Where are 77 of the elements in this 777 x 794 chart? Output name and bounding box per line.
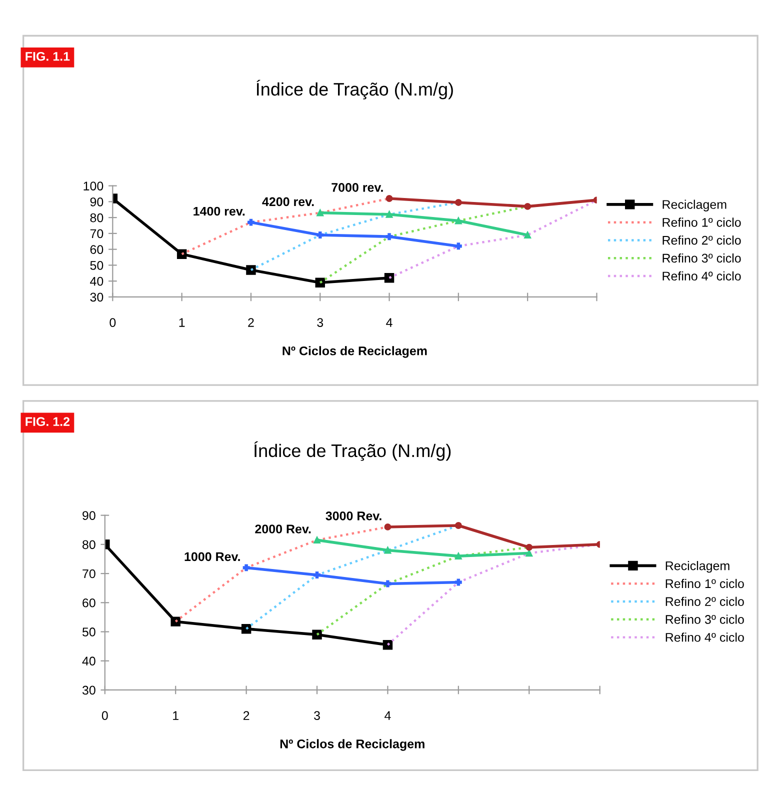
- caption: FIG. 1.2: [26, 417, 70, 426]
- point: [386, 210, 393, 218]
- point: [384, 523, 392, 530]
- legend-label: Refino 1º ciclo: [662, 218, 741, 227]
- legend-label: Refino 3º ciclo: [666, 614, 744, 624]
- point: [176, 249, 187, 259]
- legend-label: Refino 3º ciclo: [662, 253, 741, 263]
- point: [384, 546, 392, 554]
- point: [454, 578, 462, 586]
- legend-label: Refino 2º ciclo: [662, 236, 741, 245]
- point: [382, 640, 393, 650]
- y-tick-label: 90: [90, 197, 104, 206]
- x-tick-label: 2: [248, 318, 254, 327]
- point: [526, 544, 533, 551]
- legend-label: Reciclagem: [666, 561, 730, 573]
- y-tick-label: 70: [90, 229, 104, 238]
- point: [454, 552, 462, 560]
- point: [524, 232, 532, 238]
- point: [524, 202, 532, 210]
- x-tick-label: 4: [386, 318, 392, 327]
- x-tick-label: 3: [317, 318, 324, 327]
- point: [314, 536, 320, 544]
- y-tick-label: 80: [90, 213, 104, 222]
- x-tick-label: 4: [384, 711, 391, 720]
- point: [454, 242, 462, 250]
- point: [316, 209, 324, 216]
- annotation: 3000 Rev.: [326, 511, 382, 520]
- annotation: 2000 Rev.: [255, 524, 311, 534]
- x-axis-title: Nº Ciclos de Reciclagem: [282, 346, 427, 358]
- x-tick-label: 2: [243, 711, 250, 720]
- point: [248, 218, 254, 226]
- y-tick-label: 90: [82, 511, 96, 520]
- annotation: 1000 Rev.: [184, 552, 240, 562]
- annotation: 7000 rev.: [332, 183, 383, 192]
- x-tick-label: 0: [102, 711, 108, 720]
- point: [454, 217, 462, 224]
- legend-label: Refino 1º ciclo: [666, 578, 744, 588]
- point: [384, 273, 394, 283]
- point: [386, 195, 393, 202]
- y-tick-label: 50: [82, 628, 96, 636]
- point: [454, 522, 462, 529]
- point: [314, 572, 320, 578]
- point: [316, 232, 324, 238]
- point: [246, 265, 256, 275]
- x-tick-label: 0: [110, 318, 116, 327]
- y-tick-label: 40: [90, 276, 104, 286]
- x-tick-label: 1: [173, 711, 178, 720]
- y-tick-label: 60: [90, 245, 104, 254]
- caption: FIG. 1.1: [26, 52, 70, 61]
- point: [454, 198, 462, 206]
- legend-label: Refino 4º ciclo: [662, 271, 741, 281]
- x-tick-label: 3: [314, 711, 320, 720]
- point: [312, 630, 322, 640]
- point: [386, 233, 393, 240]
- legend-label: Refino 2º ciclo: [666, 596, 744, 606]
- y-tick-label: 70: [82, 569, 96, 578]
- y-tick-label: 30: [82, 686, 96, 695]
- annotation: 4200 rev.: [262, 197, 314, 206]
- point: [241, 624, 252, 634]
- y-tick-label: 50: [90, 260, 104, 270]
- chart-title: Índice de Tração (N.m/g): [254, 441, 451, 461]
- legend-label: Reciclagem: [662, 200, 726, 212]
- point: [242, 564, 250, 572]
- chart-title: Índice de Tração (N.m/g): [256, 80, 453, 100]
- point: [170, 616, 180, 626]
- y-tick-label: 100: [84, 182, 104, 190]
- y-tick-label: 60: [82, 598, 96, 608]
- y-tick-label: 80: [82, 540, 96, 550]
- x-tick-label: 1: [179, 318, 185, 327]
- point: [526, 550, 533, 557]
- annotation: 1400 rev.: [194, 206, 245, 216]
- point: [384, 580, 392, 588]
- x-axis-title: Nº Ciclos de Reciclagem: [280, 739, 424, 751]
- legend-label: Refino 4º ciclo: [666, 632, 744, 642]
- y-tick-label: 40: [82, 656, 96, 666]
- point: [315, 278, 325, 288]
- y-tick-label: 30: [90, 292, 104, 302]
